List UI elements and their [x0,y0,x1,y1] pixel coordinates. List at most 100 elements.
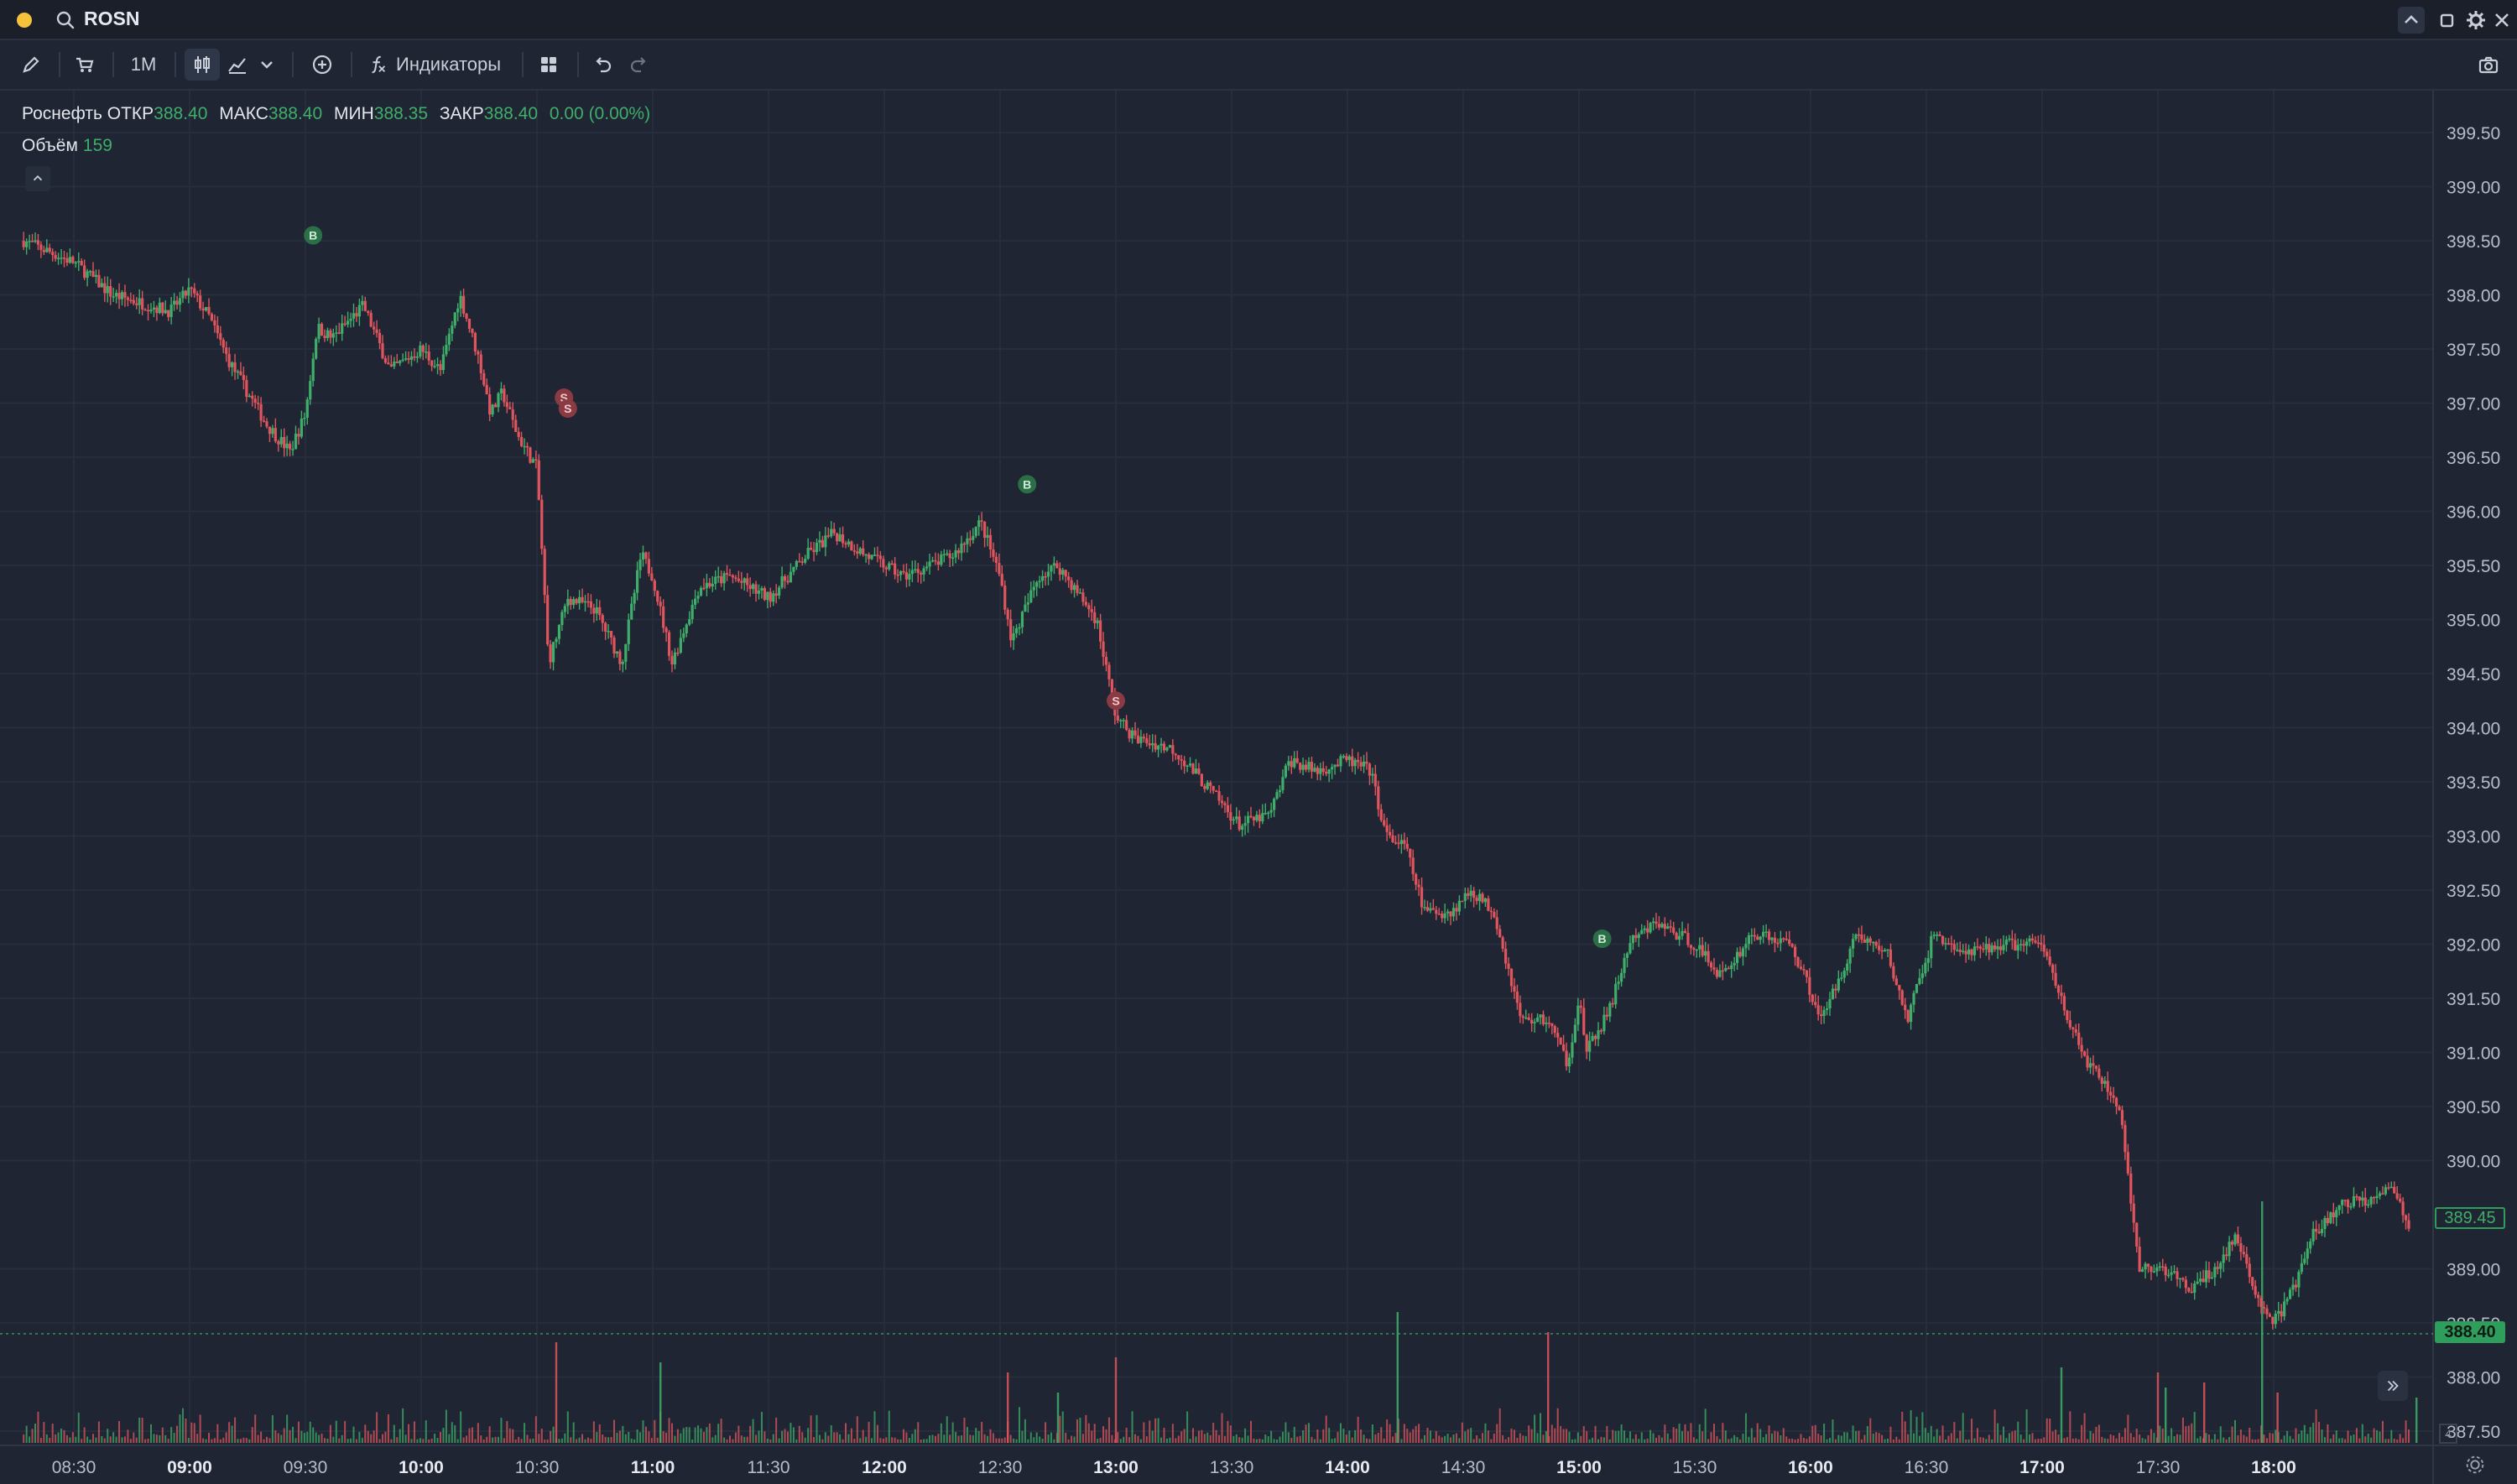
candle-body [2106,1080,2109,1092]
volume-bar [824,1432,826,1443]
volume-bar [1285,1422,1287,1443]
candle-body [239,371,242,376]
volume-bar [69,1437,71,1443]
candle-body [389,364,393,367]
candle-body [566,598,570,607]
add-comparison-button[interactable] [305,49,339,81]
candle-body [1567,1057,1571,1067]
candle-body [42,249,45,253]
candle-body [1307,762,1311,770]
candle-body [103,283,107,294]
area-chart-button[interactable] [221,49,253,81]
volume-bar [410,1439,413,1443]
candle-body [1958,950,1962,952]
layout-button[interactable] [532,49,565,81]
candle-body [393,362,396,367]
settings-button[interactable] [2462,7,2489,34]
chart-type-dropdown[interactable] [253,49,280,81]
candle-body [1261,813,1264,822]
volume-bar [610,1437,612,1443]
volume-bar [2335,1430,2337,1443]
candle-body [1918,977,1921,984]
trade-marker-label: S [1112,694,1119,707]
volume-bar [2321,1429,2323,1443]
candle-body [1457,900,1461,912]
scroll-to-realtime-button[interactable] [2378,1371,2408,1401]
indicators-button[interactable]: Индикаторы [362,49,517,81]
volume-bar [318,1435,320,1443]
time-tick-label: 14:00 [1325,1458,1370,1477]
candle-body [149,310,153,312]
collapse-button[interactable] [2398,7,2425,34]
candle-body [2399,1198,2402,1202]
volume-bar [320,1433,323,1443]
search-icon[interactable] [54,8,77,32]
price-tick-label: 388.00 [2447,1369,2500,1388]
volume-bar [1117,1432,1119,1443]
volume-bar [1759,1429,1762,1443]
timeframe-button[interactable]: 1M [130,54,157,75]
volume-bar [604,1436,607,1443]
volume-bar [570,1437,572,1443]
collapse-legend-button[interactable] [25,166,50,191]
candle-body [80,261,83,266]
candle-body [1405,843,1409,849]
candle-body [1646,928,1649,933]
volume-bar [2161,1428,2164,1443]
volume-bar [1576,1432,1579,1443]
volume-bar [292,1426,294,1443]
volume-bar [86,1436,89,1443]
candle-body [722,573,726,584]
volume-bar [1915,1416,1918,1443]
low-value: 388.35 [373,104,428,123]
volume-bar [963,1418,966,1443]
volume-bar [804,1437,806,1443]
candle-body [1698,945,1701,950]
volume-bar [329,1424,331,1443]
volume-bar [1019,1407,1020,1443]
volume-bar [1733,1435,1736,1443]
candle-body [207,306,211,315]
candle-body [175,300,179,305]
volume-bar [1487,1430,1489,1443]
candle-body [604,622,607,632]
volume-bar [112,1432,115,1443]
candle-body [934,560,937,562]
candle-body [369,312,373,327]
candle-body [2190,1291,2193,1294]
restore-window-button[interactable] [2433,7,2460,34]
close-button[interactable] [2488,7,2515,34]
screenshot-button[interactable] [2472,49,2505,81]
volume-bar [347,1439,349,1443]
volume-bar [2323,1437,2326,1443]
volume-bar [1550,1424,1553,1443]
volume-bar [1771,1433,1773,1443]
candle-body [1174,753,1177,756]
volume-bar [2069,1411,2071,1443]
undo-button[interactable] [587,49,618,81]
candle-body [1357,759,1360,763]
volume-bar [1513,1429,1515,1443]
candle-body [1507,963,1510,969]
volume-bar [1081,1434,1084,1443]
window-status-dot[interactable] [17,13,32,28]
volume-bars [23,1201,2418,1443]
price-tick-label: 398.50 [2447,232,2500,252]
volume-bar [213,1438,216,1443]
draw-tool-button[interactable] [15,49,47,81]
volume-bar [1892,1439,1894,1443]
volume-bar [998,1438,1000,1443]
order-button[interactable] [69,49,101,81]
volume-bar [2332,1434,2335,1443]
volume-bar [981,1422,983,1443]
candles-type-button[interactable] [185,49,220,81]
candle-body [2036,942,2040,945]
volume-bar [1574,1439,1576,1443]
chart-settings-button[interactable] [2463,1453,2488,1478]
ticker-title[interactable]: ROSN [84,8,140,29]
redo-button[interactable] [624,49,654,81]
volume-spike [1396,1312,1399,1443]
close-value: 388.40 [483,104,539,123]
volume-bar [859,1438,862,1443]
